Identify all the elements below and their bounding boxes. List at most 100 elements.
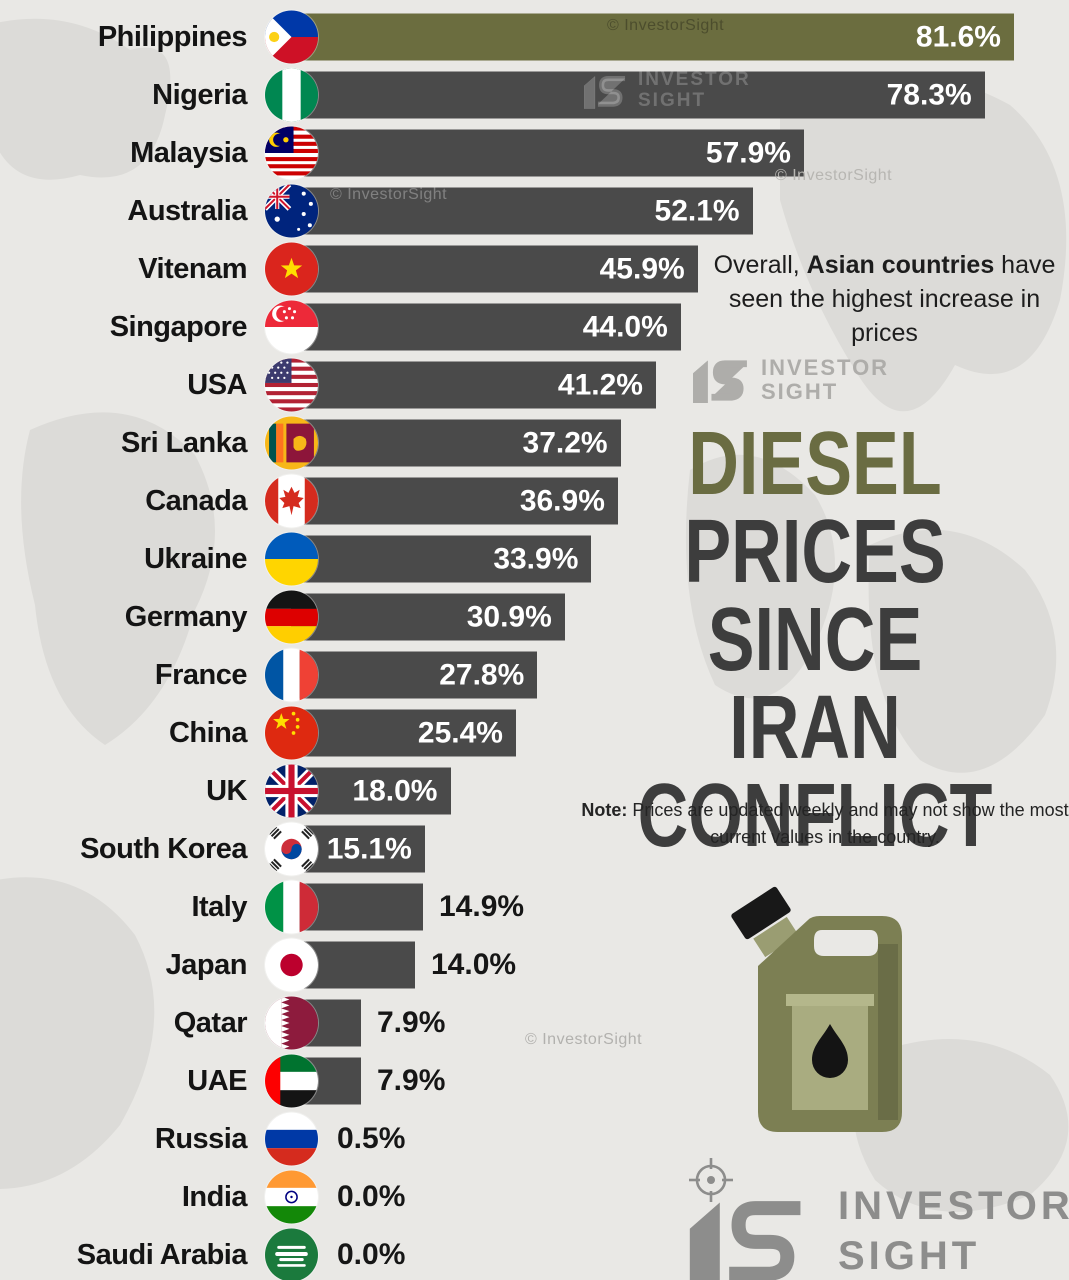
is-logo-mark-icon [689,1201,801,1280]
value-label: 27.8% [439,658,525,691]
chart-row: Italy 14.9% [0,878,1069,936]
bar-area: 14.0% [265,936,1069,994]
bar-area: 0.0% [265,1168,1069,1226]
bar-area: 78.3% [265,66,1069,124]
chart-row: UAE 7.9% [0,1052,1069,1110]
bar-area: 7.9% [265,1052,1069,1110]
annotation-highlight: Asian countries [806,251,995,279]
bar-area: 27.8% [265,646,1069,704]
singapore-flag-icon [265,300,318,354]
country-label: Canada [145,484,247,517]
chart-row: Nigeria 78.3% [0,66,1069,124]
note-label: Note: [581,800,628,820]
bar-area: 7.9% [265,994,1069,1052]
value-bar: 36.9% [291,477,618,525]
bar-area: 41.2% [265,356,1069,414]
germany-flag-icon [265,590,318,644]
value-label: 25.4% [417,716,503,749]
title-line-conflict: CONFLICT [637,766,993,866]
country-label: UK [206,774,247,807]
value-label: 15.1% [326,832,412,865]
bar-area: 0.5% [265,1110,1069,1168]
note-text: Note: Prices are updated weekly and may … [575,797,1069,851]
chart-row: Germany 30.9% [0,588,1069,646]
chart-row: Philippines 81.6% [0,8,1069,66]
value-bar: 15.1% [291,825,425,873]
canada-flag-icon [265,474,318,528]
chart-row: Australia 52.1% [0,182,1069,240]
crosshair-icon [689,1158,733,1202]
copyright-watermark: © InvestorSight [607,17,725,34]
title-line-prices: PRICES [684,502,946,602]
value-label: 37.2% [522,426,608,459]
value-bar: 57.9% [291,129,804,177]
value-label: 45.9% [599,252,685,285]
value-label: 0.0% [337,1238,406,1271]
annotation-prefix: Overall, [713,251,807,279]
chart-row: USA 41.2% [0,356,1069,414]
bar-area: 36.9% [265,472,1069,530]
chart-row: Vitenam 45.9% [0,240,1069,298]
bar-area: 0.0% [265,1226,1069,1280]
south-korea-flag-icon [265,822,318,876]
value-bar: 25.4% [291,709,516,757]
country-label: China [168,716,248,749]
copyright-watermark: © InvestorSight [775,167,893,184]
bar-area: 25.4% [265,704,1069,762]
value-label: 36.9% [519,484,605,517]
value-bar: 44.0% [291,303,681,351]
watermark-brand-top: INVESTOR [638,69,751,90]
bar-area: 33.9% [265,530,1069,588]
value-bar: 37.2% [291,419,621,467]
is-logo-mark-icon [584,75,626,109]
bar-area: 44.0% [265,298,1069,356]
logo-name-line2: SIGHT [838,1234,981,1279]
value-label: 30.9% [466,600,552,633]
bar-area: 15.1% [265,820,1069,878]
chart-row: Saudi Arabia 0.0% [0,1226,1069,1280]
chart-title: DIESEL PRICES SINCE IRAN CONFLICT [565,414,1065,866]
chart-row: Russia 0.5% [0,1110,1069,1168]
title-line-diesel: DIESEL [688,414,942,514]
china-flag-icon [265,706,318,760]
bar-area: 52.1% [265,182,1069,240]
value-label: 78.3% [886,78,972,111]
country-label: UAE [187,1064,247,1097]
bar-area: 18.0% [265,762,1069,820]
ukraine-flag-icon [265,532,318,586]
chart-row: Qatar 7.9% [0,994,1069,1052]
sri-lanka-flag-icon [265,416,318,470]
chart-row: Malaysia 57.9% [0,124,1069,182]
bar-area: 14.9% [265,878,1069,936]
value-label: 7.9% [377,1064,446,1097]
chart-row: China 25.4% [0,704,1069,762]
philippines-flag-icon [265,10,318,64]
country-label: USA [187,368,247,401]
bar-area: 57.9% [265,124,1069,182]
country-label: Russia [154,1122,248,1155]
country-label: Japan [165,948,248,981]
value-bar: 78.3% [291,71,985,119]
country-label: Vitenam [138,252,247,285]
country-label: South Korea [80,832,247,865]
value-label: 0.5% [337,1122,406,1155]
japan-flag-icon [265,938,318,992]
watermark-brand-bottom: SIGHT [638,89,707,111]
nigeria-flag-icon [265,68,318,122]
investorsight-watermark-logo: INVESTOR SIGHT [693,355,889,404]
country-label: Sri Lanka [120,426,248,459]
investor-sight-logo: INVESTOR SIGHT [680,1155,1069,1280]
value-label: 44.0% [582,310,668,343]
bar-area: 30.9% [265,588,1069,646]
value-label: 14.9% [439,890,525,923]
russia-flag-icon [265,1112,318,1166]
bar-area: 45.9% [265,240,1069,298]
country-label: India [181,1180,248,1213]
copyright-watermark: © InvestorSight [330,186,448,203]
copyright-watermark: © InvestorSight [525,1031,643,1048]
country-label: Malaysia [130,136,247,169]
value-bar: 33.9% [291,535,592,583]
jerrycan-icon [731,886,902,1132]
chart-row: France 27.8% [0,646,1069,704]
